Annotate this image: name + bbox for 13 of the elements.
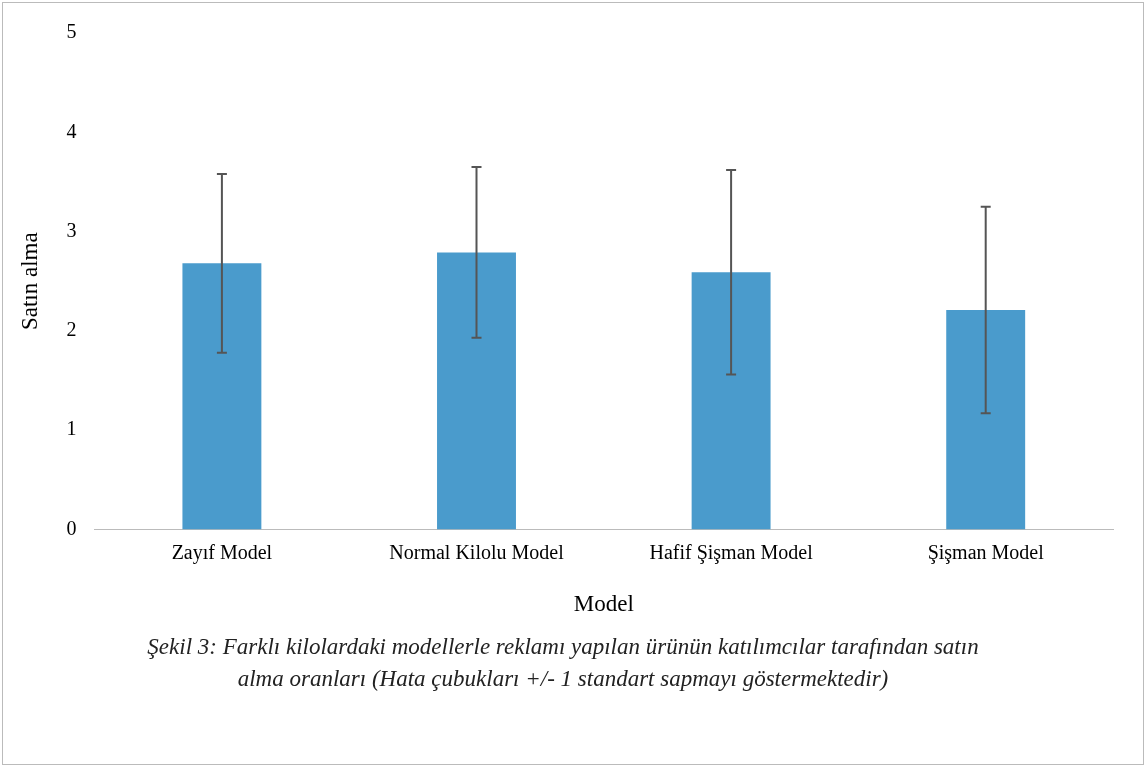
y-tick-label: 2	[66, 318, 77, 341]
y-tick-label: 4	[66, 119, 77, 142]
y-tick-label: 5	[66, 20, 77, 43]
y-tick-label: 0	[66, 516, 77, 539]
x-tick-label: Normal Kilolu Model	[389, 540, 565, 563]
text: Şekil 3: Farklı kilolardaki modellerle reklamı yapılan ürünün katılımcılar tarafından satın alma oranları (Hata çubukları +/- 1 standart sapmayı göstermektedir)	[146, 633, 980, 693]
x-axis-title: Model	[573, 591, 634, 617]
y-axis-title: Satın alma	[16, 232, 42, 331]
x-tick-label: Zayıf Model	[171, 540, 273, 564]
y-tick-label: 1	[66, 417, 77, 440]
y-tick-label: 3	[66, 218, 77, 241]
x-tick-label: Şişman Model	[927, 540, 1045, 564]
x-tick-label: Hafif Şişman Model	[649, 540, 814, 564]
